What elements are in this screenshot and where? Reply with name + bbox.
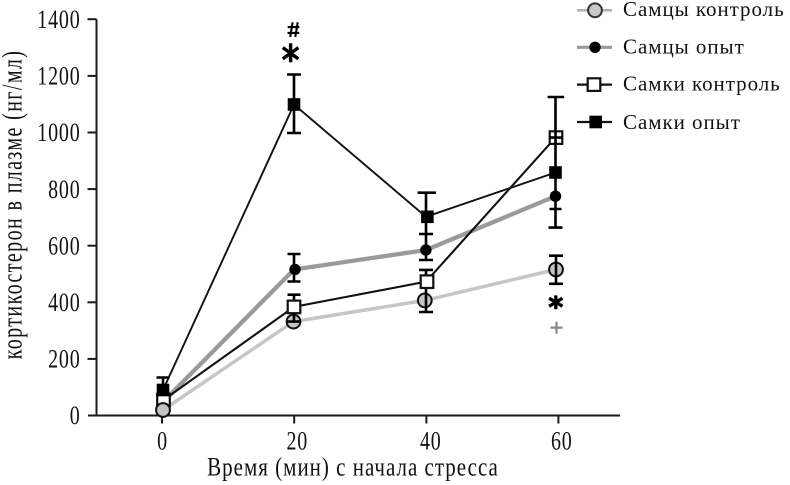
svg-text:кортикостерон в плазме (нг/мл): кортикостерон в плазме (нг/мл) [0,50,28,360]
svg-text:0: 0 [70,402,81,431]
svg-text:Время (мин) с начала стресса: Время (мин) с начала стресса [207,453,499,482]
svg-text:200: 200 [48,345,80,374]
svg-text:400: 400 [48,289,80,318]
svg-text:Самки опыт: Самки опыт [623,110,741,134]
svg-text:20: 20 [287,427,309,456]
svg-text:60: 60 [551,427,573,456]
svg-text:40: 40 [420,427,442,456]
svg-text:Самцы опыт: Самцы опыт [623,34,745,58]
svg-text:1400: 1400 [37,5,80,34]
svg-text:1200: 1200 [37,62,80,91]
svg-text:600: 600 [48,232,80,261]
svg-text:1000: 1000 [37,119,80,148]
svg-text:800: 800 [48,175,80,204]
svg-text:Самки контроль: Самки контроль [623,72,781,96]
svg-text:Самцы контроль: Самцы контроль [623,0,785,21]
svg-text:0: 0 [157,427,168,456]
